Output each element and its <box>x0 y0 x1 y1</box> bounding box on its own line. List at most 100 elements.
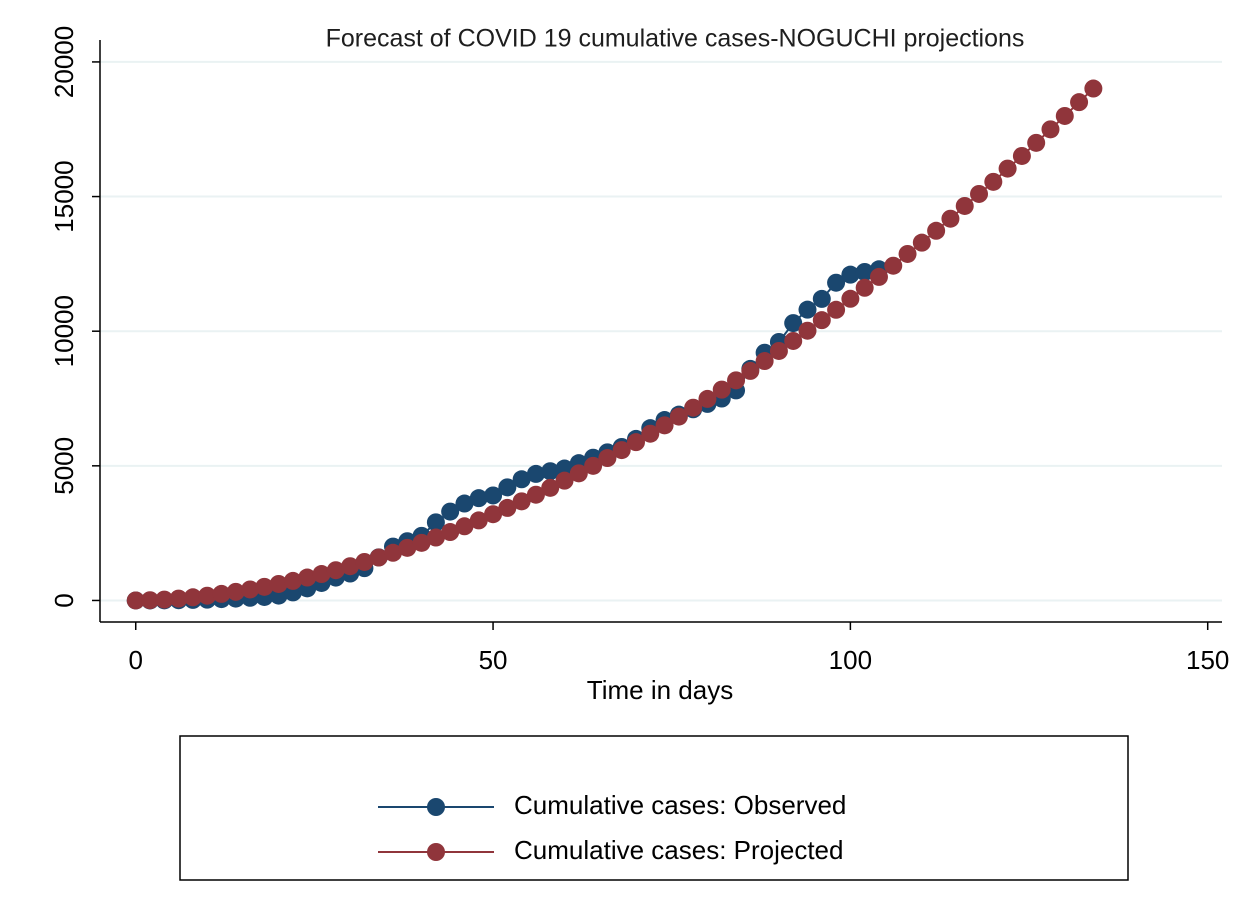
data-point <box>626 433 645 452</box>
data-point <box>812 311 831 330</box>
data-point <box>784 314 803 333</box>
x-tick-label: 100 <box>829 645 872 675</box>
data-point <box>555 471 574 490</box>
data-point <box>169 589 188 608</box>
data-point <box>526 464 545 483</box>
x-tick-label: 150 <box>1186 645 1229 675</box>
data-point <box>255 577 274 596</box>
data-point <box>241 580 260 599</box>
x-axis-label: Time in days <box>587 675 733 705</box>
legend-marker <box>427 798 445 816</box>
data-point <box>455 494 474 513</box>
data-point <box>884 256 903 275</box>
data-point <box>912 233 931 252</box>
data-point <box>798 321 817 340</box>
data-point <box>212 584 231 603</box>
series-line <box>135 268 880 602</box>
data-point <box>812 289 831 308</box>
data-point <box>341 557 360 576</box>
data-point <box>226 582 245 601</box>
data-point <box>1027 133 1046 152</box>
data-point <box>398 538 417 557</box>
chart-title: Forecast of COVID 19 cumulative cases-NO… <box>326 25 1025 53</box>
data-point <box>298 568 317 587</box>
data-point <box>183 588 202 607</box>
data-point <box>369 548 388 567</box>
data-point <box>126 591 145 610</box>
data-point <box>441 502 460 521</box>
data-point <box>484 486 503 505</box>
data-point <box>955 196 974 215</box>
data-point <box>598 449 617 468</box>
legend-label: Cumulative cases: Projected <box>514 835 843 865</box>
data-point <box>312 565 331 584</box>
y-tick-label: 15000 <box>49 160 79 232</box>
data-point <box>798 300 817 319</box>
data-point <box>469 489 488 508</box>
data-point <box>784 331 803 350</box>
data-point <box>712 380 731 399</box>
data-point <box>498 498 517 517</box>
data-point <box>141 591 160 610</box>
data-point <box>1055 106 1074 125</box>
data-point <box>512 492 531 511</box>
data-point <box>855 262 874 281</box>
data-point <box>641 424 660 443</box>
data-point <box>1070 93 1089 112</box>
data-point <box>698 389 717 408</box>
data-point <box>612 441 631 460</box>
data-point <box>970 184 989 203</box>
x-tick-label: 0 <box>128 645 142 675</box>
data-point <box>541 478 560 497</box>
data-point <box>269 574 288 593</box>
data-point <box>198 586 217 605</box>
legend-label: Cumulative cases: Observed <box>514 790 846 820</box>
data-point <box>412 533 431 552</box>
data-point <box>869 267 888 286</box>
data-point <box>441 523 460 542</box>
data-point <box>841 289 860 308</box>
data-point <box>484 505 503 524</box>
data-point <box>827 300 846 319</box>
legend-marker <box>427 843 445 861</box>
y-tick-label: 0 <box>49 593 79 607</box>
data-point <box>827 273 846 292</box>
legend-box <box>179 735 1129 881</box>
data-point <box>655 416 674 435</box>
data-point <box>283 571 302 590</box>
data-point <box>927 221 946 240</box>
data-point <box>584 456 603 475</box>
data-point <box>684 398 703 417</box>
data-point <box>512 470 531 489</box>
data-point <box>469 511 488 530</box>
data-point <box>355 552 374 571</box>
data-point <box>855 278 874 297</box>
data-point <box>741 361 760 380</box>
data-point <box>898 244 917 263</box>
data-point <box>755 352 774 371</box>
data-point <box>455 517 474 536</box>
y-tick-label: 20000 <box>49 26 79 98</box>
data-point <box>669 407 688 426</box>
data-point <box>727 371 746 390</box>
data-point <box>984 172 1003 191</box>
x-tick-label: 50 <box>479 645 508 675</box>
data-point <box>526 485 545 504</box>
data-point <box>998 159 1017 178</box>
data-point <box>426 513 445 532</box>
data-point <box>541 462 560 481</box>
data-point <box>841 265 860 284</box>
data-point <box>384 543 403 562</box>
data-point <box>1012 146 1031 165</box>
data-point <box>498 478 517 497</box>
data-point <box>569 464 588 483</box>
data-point <box>155 590 174 609</box>
data-point <box>1084 79 1103 98</box>
data-point <box>426 528 445 547</box>
series-line <box>135 87 1095 602</box>
data-point <box>769 341 788 360</box>
data-point <box>941 209 960 228</box>
y-tick-label: 10000 <box>49 295 79 367</box>
